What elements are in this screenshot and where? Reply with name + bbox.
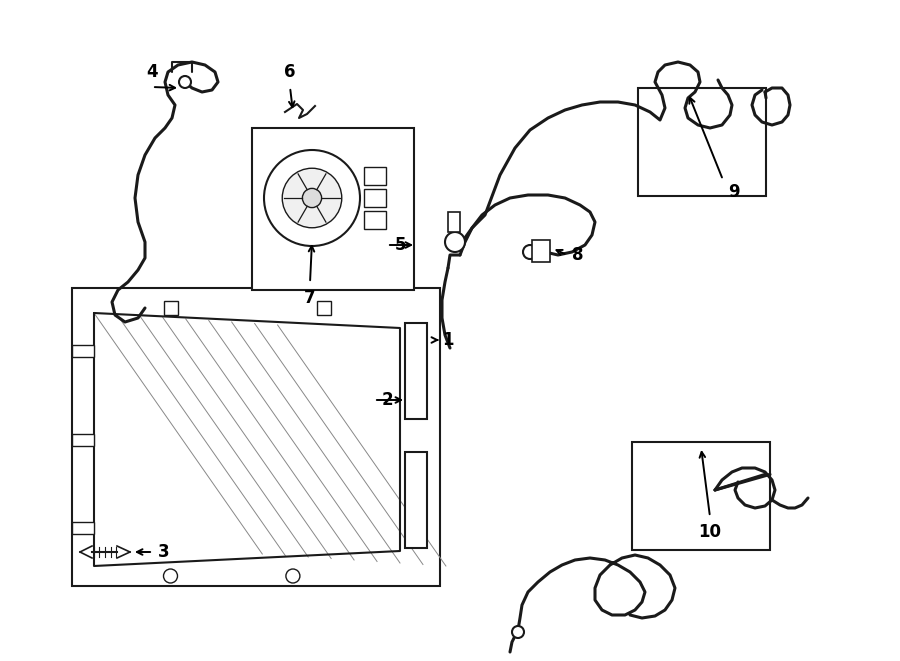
Text: 6: 6 xyxy=(284,63,296,81)
Circle shape xyxy=(179,76,191,88)
Bar xyxy=(72,522,94,534)
Bar xyxy=(364,189,386,207)
Bar xyxy=(405,323,427,419)
Text: 2: 2 xyxy=(382,391,393,409)
Circle shape xyxy=(302,188,321,208)
Bar xyxy=(72,345,94,357)
Text: 8: 8 xyxy=(572,246,583,264)
Circle shape xyxy=(286,569,300,583)
Text: 7: 7 xyxy=(304,289,316,307)
Bar xyxy=(532,240,550,262)
Bar xyxy=(317,301,330,315)
Bar xyxy=(72,288,440,586)
Bar xyxy=(164,301,177,315)
Circle shape xyxy=(264,150,360,246)
Bar xyxy=(72,434,94,446)
Text: 10: 10 xyxy=(698,523,722,541)
Bar xyxy=(448,212,460,232)
Circle shape xyxy=(283,169,342,228)
Bar xyxy=(364,167,386,185)
Circle shape xyxy=(445,232,465,252)
Circle shape xyxy=(512,626,524,638)
Circle shape xyxy=(164,569,177,583)
Bar xyxy=(405,452,427,548)
Bar xyxy=(364,211,386,229)
Bar xyxy=(252,128,414,290)
Bar xyxy=(632,442,770,550)
Text: 3: 3 xyxy=(158,543,169,561)
Text: 4: 4 xyxy=(146,63,158,81)
Circle shape xyxy=(523,245,537,259)
Text: 1: 1 xyxy=(442,331,454,349)
Bar xyxy=(638,88,766,196)
Text: 9: 9 xyxy=(728,183,740,201)
Text: 5: 5 xyxy=(395,236,407,254)
